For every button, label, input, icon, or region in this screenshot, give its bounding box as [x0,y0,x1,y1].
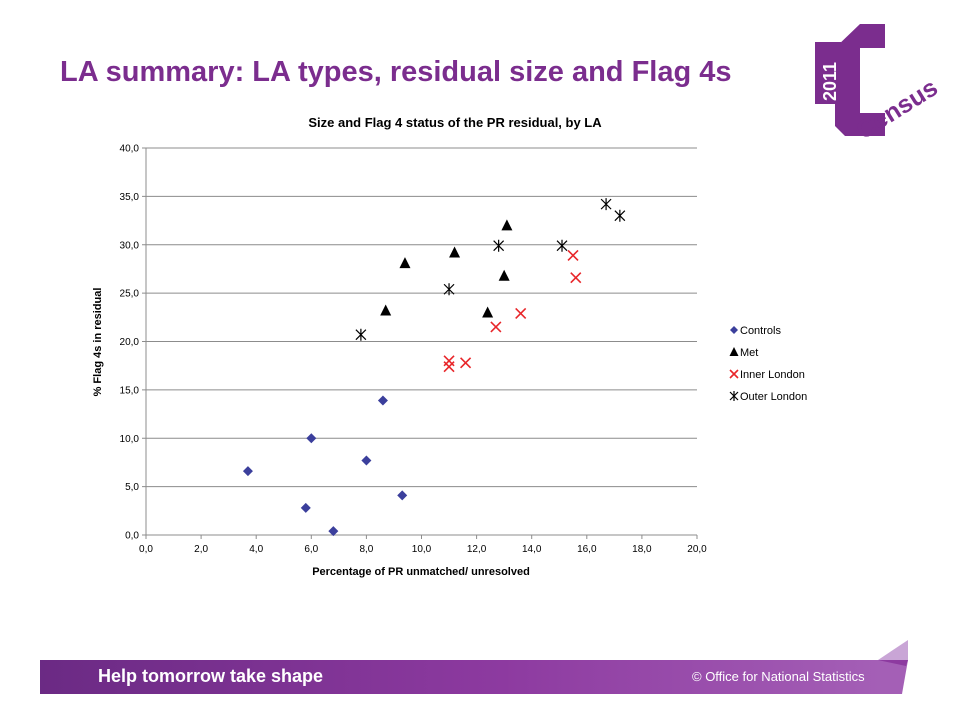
x-tick-label: 14,0 [522,544,542,555]
point-outer-london [556,239,568,252]
footer-tagline: Help tomorrow take shape [98,666,324,686]
footer-banner: Help tomorrow take shape © Office for Na… [40,640,910,694]
x-tick-label: 8,0 [359,544,373,555]
x-tick-label: 16,0 [577,544,597,555]
x-tick-label: 12,0 [467,544,487,555]
point-outer-london [614,209,626,222]
y-tick-label: 35,0 [120,192,140,203]
chart-title: Size and Flag 4 status of the PR residua… [308,115,602,130]
x-tick-label: 6,0 [304,544,318,555]
point-controls [242,466,253,477]
footer-bar [40,660,880,694]
point-inner-london [515,307,527,320]
point-met [501,219,513,231]
point-met [482,306,494,318]
point-inner-london [570,272,582,284]
y-tick-label: 40,0 [120,144,140,155]
x-axis-title: Percentage of PR unmatched/ unresolved [312,566,530,578]
point-inner-london [567,249,579,261]
gridlines [142,147,697,536]
point-outer-london [443,283,455,296]
point-met [449,246,461,258]
y-tick-label: 15,0 [120,385,140,396]
point-controls [377,395,388,406]
footer-copyright: © Office for National Statistics [692,669,865,684]
y-axis-title: % Flag 4s in residual [92,288,104,397]
x-tick-label: 2,0 [194,544,208,555]
legend-label-controls: Controls [740,325,781,337]
y-tick-label: 25,0 [120,289,140,300]
point-met [380,304,392,316]
point-met [399,257,411,269]
y-tick-label: 0,0 [125,531,139,542]
point-inner-london [490,321,502,333]
point-controls [328,526,339,537]
x-tick-label: 0,0 [139,544,153,555]
x-tick-label: 18,0 [632,544,652,555]
census-2011-logo: 2011 Census [815,24,943,145]
slide-title: LA summary: LA types, residual size and … [60,56,732,88]
y-tick-label: 5,0 [125,482,139,493]
legend: Controls Met Inner London Outer London [729,325,807,403]
y-tick-label: 10,0 [120,434,140,445]
legend-label-inner-london: Inner London [740,369,805,381]
point-outer-london [493,239,505,252]
scatter-chart: Size and Flag 4 status of the PR residua… [92,115,807,578]
point-outer-london [355,328,367,341]
legend-label-met: Met [740,347,758,359]
point-outer-london [600,198,612,211]
legend-marker-controls [730,326,738,334]
point-controls [397,490,408,501]
legend-marker-met [729,347,739,356]
x-tick-label: 20,0 [687,544,707,555]
legend-label-outer-london: Outer London [740,391,807,403]
point-controls [361,455,372,466]
census-c-mark [815,24,885,136]
point-met [498,269,510,281]
legend-marker-inner-london [729,369,739,379]
y-tick-label: 30,0 [120,240,140,251]
point-controls [300,502,311,513]
logo-year: 2011 [820,62,840,101]
point-inner-london [460,357,472,369]
x-tick-label: 10,0 [412,544,432,555]
y-axis-ticks: 0,0 5,0 10,0 15,0 20,0 25,0 30,0 35,0 40,0 [120,144,140,542]
x-axis-ticks: 0,0 2,0 4,0 6,0 8,0 10,0 12,0 14,0 16,0 18,0 20,0 [139,535,707,555]
footer-page-curl [878,640,908,694]
point-inner-london [443,361,455,373]
x-tick-label: 4,0 [249,544,263,555]
point-controls [306,433,317,444]
point-inner-london [443,355,455,367]
data-points [242,198,626,537]
legend-marker-outer-london [729,391,739,401]
y-tick-label: 20,0 [120,337,140,348]
